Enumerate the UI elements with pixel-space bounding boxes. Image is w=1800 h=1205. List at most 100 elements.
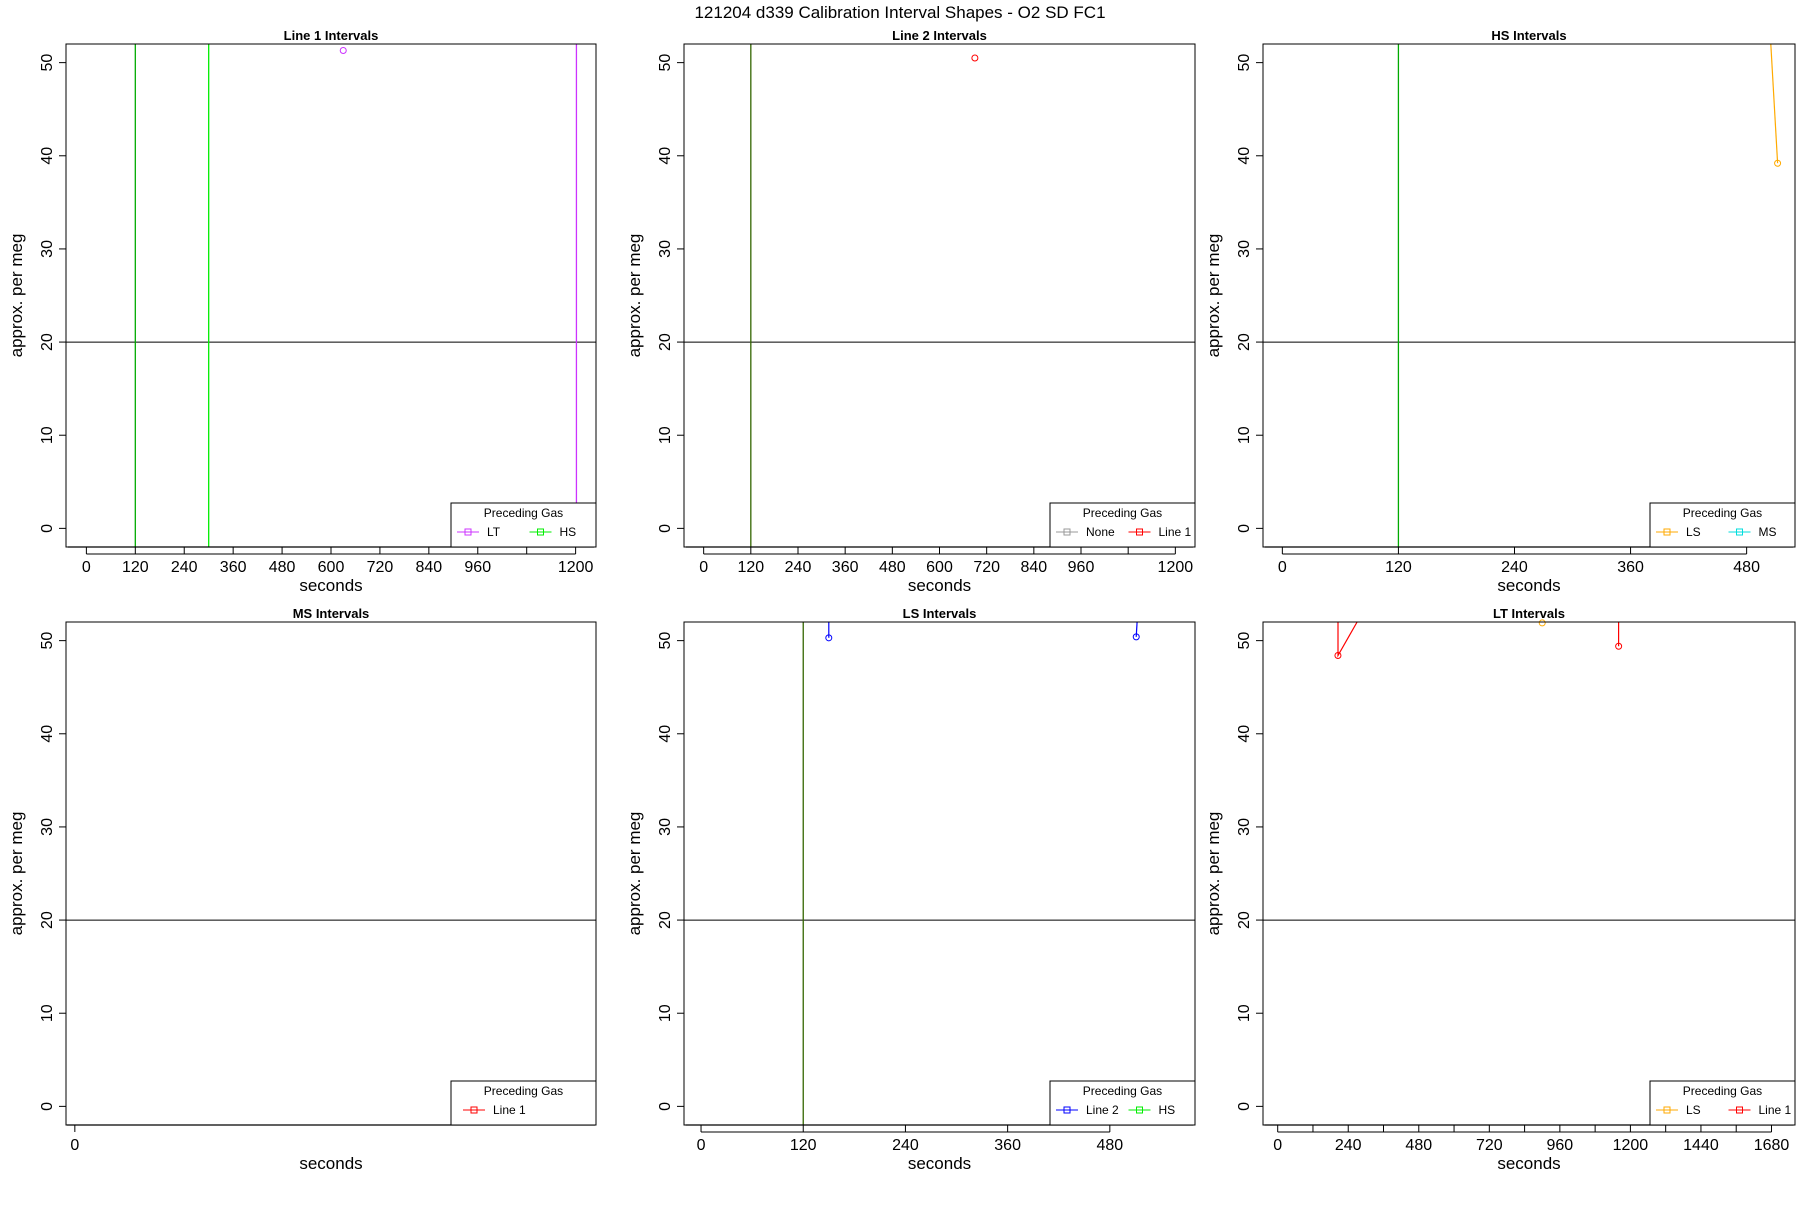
legend-label: Line 1	[493, 1103, 526, 1117]
y-tick-label: 30	[39, 240, 56, 258]
series-line	[1337, 621, 1358, 658]
series-line	[1770, 43, 1779, 164]
y-tick-label: 30	[39, 818, 56, 836]
y-tick-label: 10	[1236, 1004, 1253, 1022]
plot-frame	[683, 621, 1196, 1126]
x-tick-label: 600	[926, 559, 953, 576]
y-tick-label: 40	[1236, 725, 1253, 743]
y-tick-label: 0	[657, 1102, 674, 1111]
x-tick-label: 120	[1385, 559, 1412, 576]
x-axis-label: seconds	[299, 1154, 362, 1173]
x-tick-label: 120	[122, 559, 149, 576]
data-point	[825, 634, 833, 642]
x-tick-label: 480	[1405, 1137, 1432, 1154]
plot-frame	[683, 43, 1196, 548]
data-point	[1615, 642, 1623, 650]
y-tick-label: 40	[657, 725, 674, 743]
legend-title: Preceding Gas	[484, 506, 563, 520]
legend-label: None	[1086, 525, 1115, 539]
figure-title: 121204 d339 Calibration Interval Shapes …	[694, 3, 1105, 22]
y-axis-label: approx. per meg	[625, 234, 644, 358]
legend-box	[450, 502, 597, 548]
plot-frame	[1262, 43, 1796, 548]
legend-swatch-marker	[1136, 1106, 1143, 1114]
x-tick-label: 240	[785, 559, 812, 576]
x-tick-label: 0	[70, 1137, 79, 1154]
x-tick-label: 1440	[1683, 1137, 1719, 1154]
legend: Preceding Gas Line 1	[450, 1080, 597, 1126]
legend-label: Line 1	[1759, 1103, 1792, 1117]
legend: Preceding Gas LT HS	[450, 502, 597, 548]
y-axis-label: approx. per meg	[1204, 812, 1223, 936]
legend: Preceding Gas None Line 1	[1049, 502, 1196, 548]
legend-swatch-marker	[464, 528, 472, 536]
y-axis-label: approx. per meg	[1204, 234, 1223, 358]
legend-label: HS	[1159, 1103, 1176, 1117]
chart-panel-4: MS Intervals 0 seconds 0 10 20 30 40 50 approx. p…	[7, 606, 597, 1173]
panel-title: LS Intervals	[903, 606, 977, 621]
y-tick-label: 40	[39, 147, 56, 165]
legend-label: Line 1	[1159, 525, 1192, 539]
y-tick-label: 20	[1236, 333, 1253, 351]
legend-swatch-marker	[1663, 1106, 1671, 1114]
y-tick-label: 10	[657, 1004, 674, 1022]
panel-title: Line 1 Intervals	[284, 28, 379, 43]
data-point	[1774, 159, 1782, 167]
legend-title: Preceding Gas	[484, 1084, 563, 1098]
x-tick-label: 840	[1020, 559, 1047, 576]
legend-swatch-marker	[1063, 528, 1071, 536]
y-tick-label: 30	[657, 240, 674, 258]
y-tick-label: 0	[1236, 1102, 1253, 1111]
x-axis-label: seconds	[908, 576, 971, 595]
y-tick-label: 0	[39, 1102, 56, 1111]
x-tick-label: 1200	[1158, 559, 1194, 576]
legend-box	[450, 1080, 597, 1126]
legend-title: Preceding Gas	[1683, 1084, 1762, 1098]
legend-swatch-marker	[537, 528, 544, 536]
chart-panel-5: LS Intervals 0 120 240 360 480 seconds 0 10 20 30 4…	[625, 606, 1196, 1173]
x-tick-label: 240	[892, 1137, 919, 1154]
data-point	[339, 47, 347, 55]
x-tick-label: 1200	[1613, 1137, 1649, 1154]
legend-box	[1649, 1080, 1796, 1126]
y-tick-label: 40	[1236, 147, 1253, 165]
chart-panel-1: Line 1 Intervals 0 120 240 360 480 600 720 840 96…	[7, 28, 597, 595]
y-tick-label: 40	[39, 725, 56, 743]
panel-title: Line 2 Intervals	[892, 28, 987, 43]
legend-label: Line 2	[1086, 1103, 1119, 1117]
y-axis-label: approx. per meg	[625, 812, 644, 936]
data-point	[971, 54, 979, 62]
x-tick-label: 840	[415, 559, 442, 576]
legend-swatch-marker	[1736, 1106, 1743, 1114]
x-tick-label: 720	[973, 559, 1000, 576]
x-tick-label: 960	[1547, 1137, 1574, 1154]
legend-box	[1049, 502, 1196, 548]
x-tick-label: 480	[1096, 1137, 1123, 1154]
y-tick-label: 50	[657, 54, 674, 72]
x-axis-label: seconds	[908, 1154, 971, 1173]
x-tick-label: 960	[464, 559, 491, 576]
x-axis-label: seconds	[299, 576, 362, 595]
x-tick-label: 360	[994, 1137, 1021, 1154]
y-tick-label: 20	[39, 911, 56, 929]
legend-swatch-marker	[1663, 528, 1671, 536]
legend-label: LT	[487, 525, 501, 539]
x-tick-label: 240	[1501, 559, 1528, 576]
legend-swatch-marker	[1136, 528, 1143, 536]
y-tick-label: 40	[657, 147, 674, 165]
legend-swatch-marker	[470, 1106, 478, 1114]
y-tick-label: 30	[1236, 818, 1253, 836]
panel-title: MS Intervals	[293, 606, 370, 621]
legend-swatch-marker	[1736, 528, 1743, 536]
data-point	[1132, 633, 1140, 641]
plot-frame	[1262, 621, 1796, 1126]
legend-title: Preceding Gas	[1683, 506, 1762, 520]
x-tick-label: 0	[1278, 559, 1287, 576]
x-tick-label: 120	[790, 1137, 817, 1154]
x-tick-label: 0	[699, 559, 708, 576]
y-tick-label: 50	[1236, 632, 1253, 650]
plot-frame	[65, 621, 597, 1126]
legend-label: MS	[1759, 525, 1777, 539]
y-tick-label: 10	[39, 426, 56, 444]
x-tick-label: 120	[737, 559, 764, 576]
